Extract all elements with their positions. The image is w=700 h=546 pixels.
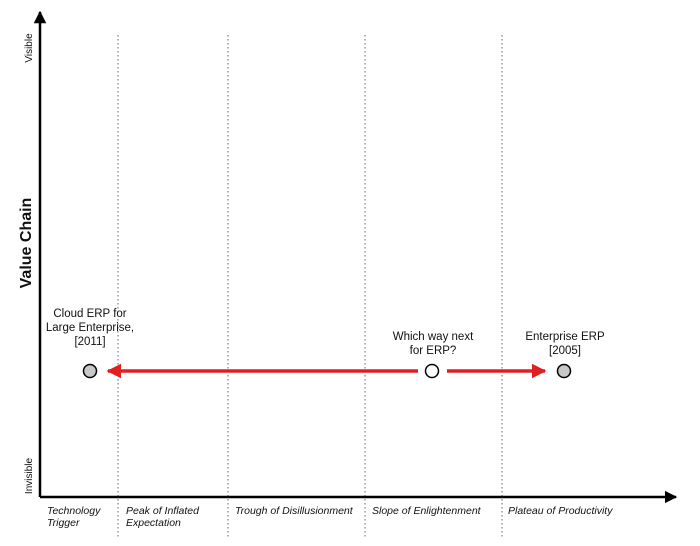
- y-axis-title: Value Chain: [18, 197, 35, 289]
- phase-label-peak: Peak of Inflated Expectation: [126, 505, 199, 529]
- enterprise-erp-node: [556, 363, 572, 379]
- phase-label-slope: Slope of Enlightenment: [372, 505, 481, 517]
- cloud-erp-node: [82, 363, 98, 379]
- phase-label-trough: Trough of Disillusionment: [235, 505, 353, 517]
- which-way-node: [424, 363, 440, 379]
- phase-label-plateau: Plateau of Productivity: [508, 505, 613, 517]
- y-axis-top-label: Visible: [24, 33, 35, 63]
- phase-label-technology-trigger: Technology Trigger: [47, 505, 101, 529]
- cloud-erp-label: Cloud ERP for Large Enterprise, [2011]: [45, 308, 135, 348]
- y-axis-bottom-label: Invisible: [24, 457, 35, 495]
- enterprise-erp-label: Enterprise ERP [2005]: [525, 331, 605, 357]
- which-way-label: Which way next for ERP?: [392, 331, 474, 357]
